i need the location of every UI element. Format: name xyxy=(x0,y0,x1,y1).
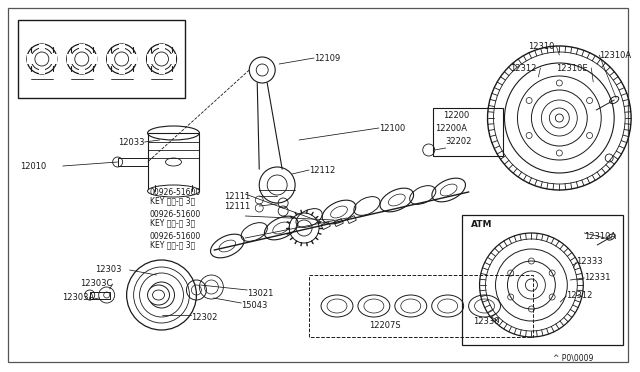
Text: 12331: 12331 xyxy=(584,273,611,282)
Bar xyxy=(159,69,164,74)
Text: 32202: 32202 xyxy=(445,137,472,145)
Bar xyxy=(107,54,113,64)
Bar xyxy=(67,54,73,64)
Bar xyxy=(39,69,45,74)
Bar xyxy=(118,158,148,166)
Text: 12312: 12312 xyxy=(511,64,537,73)
Text: 12200: 12200 xyxy=(443,110,469,119)
Text: 12303C: 12303C xyxy=(80,279,112,289)
Bar xyxy=(131,54,136,64)
Text: 12330: 12330 xyxy=(474,317,500,327)
Bar xyxy=(91,54,97,64)
Bar xyxy=(79,69,84,74)
Text: 12310A: 12310A xyxy=(584,231,616,241)
Text: 00926-51600: 00926-51600 xyxy=(150,209,201,218)
Bar xyxy=(321,222,330,230)
Text: 12033: 12033 xyxy=(118,138,144,147)
Text: 12312: 12312 xyxy=(566,292,593,301)
Text: 12333: 12333 xyxy=(576,257,603,266)
Text: 12109: 12109 xyxy=(314,54,340,62)
Bar xyxy=(147,54,152,64)
Bar xyxy=(90,292,109,299)
Text: 13021: 13021 xyxy=(247,289,274,298)
Text: ^ P0\0009: ^ P0\0009 xyxy=(554,353,594,362)
Bar xyxy=(433,108,502,156)
Text: 00926-51600: 00926-51600 xyxy=(150,231,201,241)
Text: 12303: 12303 xyxy=(95,266,121,275)
Text: 12207S: 12207S xyxy=(369,321,401,330)
Text: 12310: 12310 xyxy=(529,42,555,51)
Text: 00926-51600: 00926-51600 xyxy=(150,187,201,196)
Bar xyxy=(170,54,177,64)
Text: KEY キー-〈 3〉: KEY キー-〈 3〉 xyxy=(150,196,195,205)
Bar xyxy=(118,44,125,49)
Bar xyxy=(118,69,125,74)
Bar xyxy=(347,216,356,224)
Ellipse shape xyxy=(148,285,170,305)
Text: 12100: 12100 xyxy=(379,124,405,132)
Bar xyxy=(18,20,186,98)
Text: 12310E: 12310E xyxy=(556,64,588,73)
Text: 12310A: 12310A xyxy=(599,51,631,60)
Bar xyxy=(334,219,343,227)
Bar xyxy=(148,133,200,191)
Bar xyxy=(51,54,57,64)
Text: ATM: ATM xyxy=(470,219,492,228)
Bar xyxy=(461,215,623,345)
Text: KEY キー-〈 3〉: KEY キー-〈 3〉 xyxy=(150,218,195,228)
Text: 12200A: 12200A xyxy=(435,124,467,132)
Bar xyxy=(79,44,84,49)
Ellipse shape xyxy=(148,185,200,197)
Text: 12303A: 12303A xyxy=(62,294,94,302)
Text: 12111: 12111 xyxy=(225,202,251,211)
Bar xyxy=(27,54,33,64)
Bar xyxy=(309,275,533,337)
Text: 12010: 12010 xyxy=(20,161,46,170)
Text: KEY キー-〈 3〉: KEY キー-〈 3〉 xyxy=(150,241,195,250)
Text: 12112: 12112 xyxy=(309,166,335,174)
Bar xyxy=(159,44,164,49)
Text: 12111: 12111 xyxy=(225,192,251,201)
Text: 15043: 15043 xyxy=(241,301,268,311)
Bar xyxy=(39,44,45,49)
Text: 12302: 12302 xyxy=(191,314,218,323)
